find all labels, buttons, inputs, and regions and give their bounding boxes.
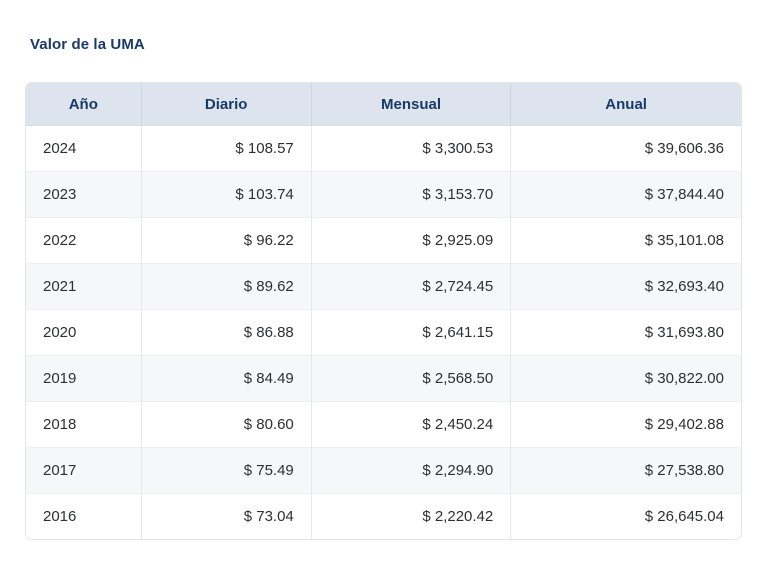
table-row: 2017 $ 75.49 $ 2,294.90 $ 27,538.80 — [26, 447, 741, 494]
cell-anio: 2017 — [26, 447, 142, 494]
table-row: 2022 $ 96.22 $ 2,925.09 $ 35,101.08 — [26, 217, 741, 264]
table-row: 2018 $ 80.60 $ 2,450.24 $ 29,402.88 — [26, 401, 741, 448]
table-row: 2024 $ 108.57 $ 3,300.53 $ 39,606.36 — [26, 125, 741, 172]
page-title: Valor de la UMA — [30, 36, 145, 53]
table-row: 2019 $ 84.49 $ 2,568.50 $ 30,822.00 — [26, 355, 741, 402]
cell-anual: $ 29,402.88 — [510, 401, 741, 448]
column-header-mensual: Mensual — [311, 83, 512, 126]
cell-diario: $ 103.74 — [141, 171, 312, 218]
table-row: 2021 $ 89.62 $ 2,724.45 $ 32,693.40 — [26, 263, 741, 310]
table-header-row: Año Diario Mensual Anual — [26, 83, 741, 126]
cell-mensual: $ 3,153.70 — [311, 171, 512, 218]
table-row: 2020 $ 86.88 $ 2,641.15 $ 31,693.80 — [26, 309, 741, 356]
cell-diario: $ 75.49 — [141, 447, 312, 494]
cell-diario: $ 80.60 — [141, 401, 312, 448]
cell-diario: $ 89.62 — [141, 263, 312, 310]
cell-diario: $ 84.49 — [141, 355, 312, 402]
cell-anio: 2020 — [26, 309, 142, 356]
cell-anual: $ 26,645.04 — [510, 493, 741, 539]
column-header-anual: Anual — [510, 83, 741, 126]
cell-anual: $ 30,822.00 — [510, 355, 741, 402]
uma-table-container: Año Diario Mensual Anual 2024 $ 108.57 $ 3,30… — [25, 82, 742, 540]
table-row: 2023 $ 103.74 $ 3,153.70 $ 37,844.40 — [26, 171, 741, 218]
cell-anual: $ 27,538.80 — [510, 447, 741, 494]
cell-diario: $ 73.04 — [141, 493, 312, 539]
cell-mensual: $ 2,568.50 — [311, 355, 512, 402]
cell-anual: $ 37,844.40 — [510, 171, 741, 218]
cell-mensual: $ 2,294.90 — [311, 447, 512, 494]
cell-mensual: $ 2,450.24 — [311, 401, 512, 448]
cell-diario: $ 86.88 — [141, 309, 312, 356]
cell-anio: 2023 — [26, 171, 142, 218]
cell-diario: $ 108.57 — [141, 125, 312, 172]
cell-anio: 2019 — [26, 355, 142, 402]
cell-anual: $ 32,693.40 — [510, 263, 741, 310]
cell-anual: $ 39,606.36 — [510, 125, 741, 172]
uma-table: Año Diario Mensual Anual 2024 $ 108.57 $ 3,30… — [26, 83, 741, 539]
cell-anual: $ 31,693.80 — [510, 309, 741, 356]
cell-anio: 2018 — [26, 401, 142, 448]
cell-anio: 2022 — [26, 217, 142, 264]
cell-anio: 2024 — [26, 125, 142, 172]
table-row: 2016 $ 73.04 $ 2,220.42 $ 26,645.04 — [26, 493, 741, 539]
cell-mensual: $ 2,220.42 — [311, 493, 512, 539]
cell-anio: 2016 — [26, 493, 142, 539]
cell-anual: $ 35,101.08 — [510, 217, 741, 264]
table-body: 2024 $ 108.57 $ 3,300.53 $ 39,606.36 2023 $ 1… — [26, 125, 741, 539]
cell-anio: 2021 — [26, 263, 142, 310]
table-header: Año Diario Mensual Anual — [26, 83, 741, 126]
cell-mensual: $ 2,724.45 — [311, 263, 512, 310]
cell-mensual: $ 2,641.15 — [311, 309, 512, 356]
column-header-diario: Diario — [141, 83, 312, 126]
cell-mensual: $ 2,925.09 — [311, 217, 512, 264]
cell-diario: $ 96.22 — [141, 217, 312, 264]
column-header-anio: Año — [26, 83, 142, 126]
cell-mensual: $ 3,300.53 — [311, 125, 512, 172]
